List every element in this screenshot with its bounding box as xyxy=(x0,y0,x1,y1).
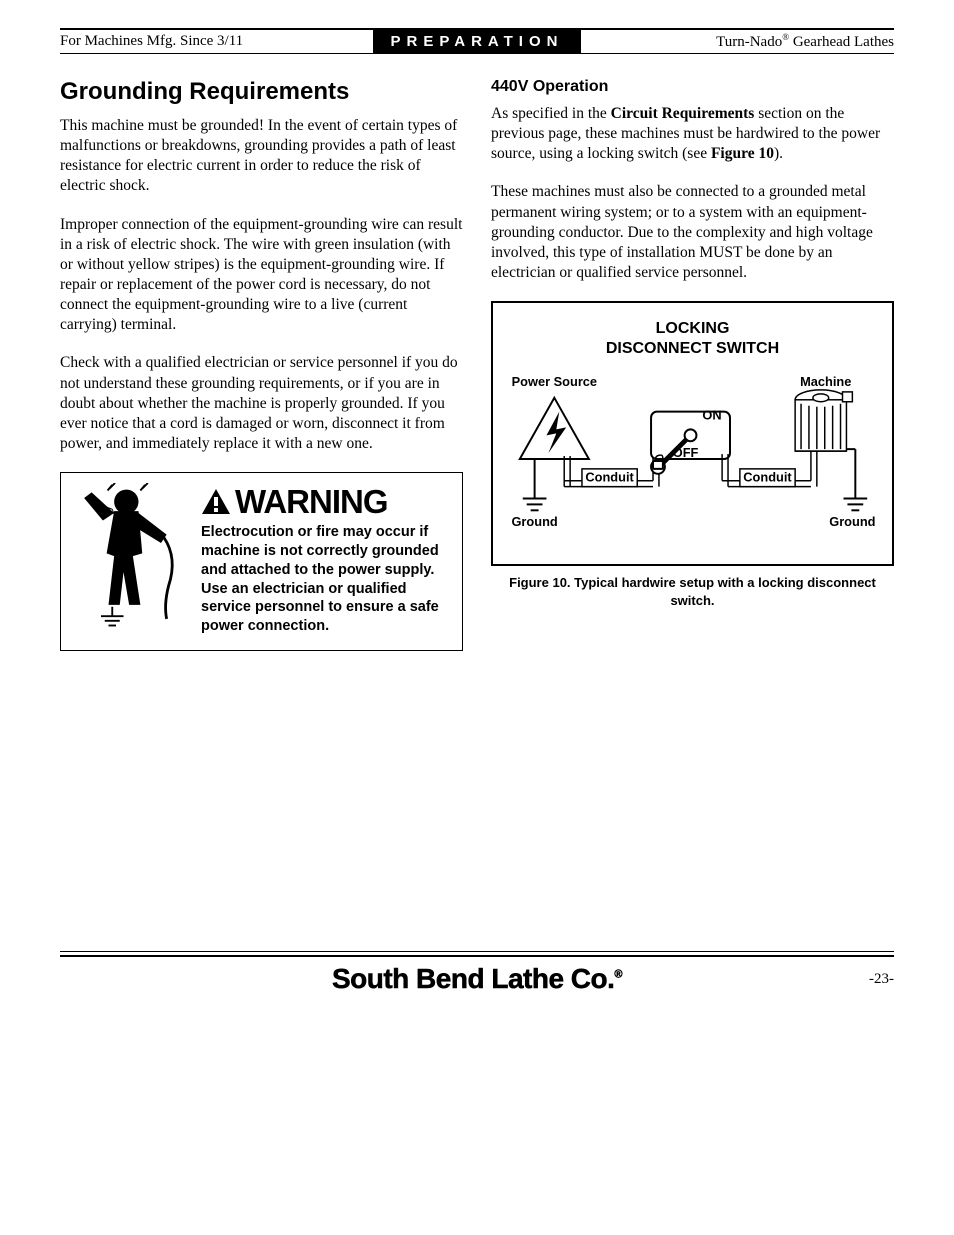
text-bold: Figure 10 xyxy=(711,145,774,162)
diagram-label: Ground xyxy=(829,514,875,529)
body-paragraph: These machines must also be connected to… xyxy=(491,182,894,283)
diagram-title-line: DISCONNECT SWITCH xyxy=(606,340,779,357)
page-header: For Machines Mfg. Since 3/11 PREPARATION… xyxy=(60,28,894,54)
diagram-label: Ground xyxy=(511,514,557,529)
footer-logo: South Bend Lathe Co.® xyxy=(332,963,622,995)
diagram-title-line: LOCKING xyxy=(656,320,730,337)
wiring-diagram: Power Source Ground xyxy=(505,369,880,549)
text-bold: Circuit Requirements xyxy=(611,105,755,122)
body-paragraph: As specified in the Circuit Requirements… xyxy=(491,104,894,164)
body-paragraph: Check with a qualified electrician or se… xyxy=(60,353,463,454)
warning-text-column: WARNING Electrocution or fire may occur … xyxy=(201,483,450,636)
warning-title-text: WARNING xyxy=(235,483,388,521)
text-run: As specified in the xyxy=(491,105,611,122)
header-right-suffix: Gearhead Lathes xyxy=(789,34,894,50)
body-paragraph: This machine must be grounded! In the ev… xyxy=(60,116,463,197)
electrocution-icon xyxy=(71,483,191,638)
text-run: ). xyxy=(774,145,783,162)
warning-title-row: WARNING xyxy=(201,483,450,521)
footer-rule xyxy=(60,951,894,957)
content-columns: Grounding Requirements This machine must… xyxy=(60,78,894,651)
diagram-label: Conduit xyxy=(585,470,634,485)
body-paragraph: Improper connection of the equipment-gro… xyxy=(60,215,463,336)
page-footer: South Bend Lathe Co.® -23- xyxy=(60,951,894,995)
diagram-label: Power Source xyxy=(512,374,597,389)
diagram-label: ON xyxy=(702,408,721,423)
footer-logo-text: South Bend Lathe Co. xyxy=(332,963,614,994)
diagram-label: Conduit xyxy=(743,470,792,485)
diagram-label: OFF xyxy=(673,445,699,460)
subheading: 440V Operation xyxy=(491,78,894,96)
section-title: Grounding Requirements xyxy=(60,78,463,106)
diagram-box: LOCKING DISCONNECT SWITCH Power Source xyxy=(491,301,894,566)
page-number: -23- xyxy=(869,971,894,988)
registered-icon: ® xyxy=(614,969,622,981)
footer-row: South Bend Lathe Co.® -23- xyxy=(60,963,894,995)
warning-triangle-icon xyxy=(201,488,231,516)
warning-box: WARNING Electrocution or fire may occur … xyxy=(60,472,463,651)
header-left: For Machines Mfg. Since 3/11 xyxy=(60,33,373,50)
right-column: 440V Operation As specified in the Circu… xyxy=(491,78,894,651)
header-section-badge: PREPARATION xyxy=(373,29,582,54)
header-right: Turn-Nado® Gearhead Lathes xyxy=(581,32,894,51)
diagram-title: LOCKING DISCONNECT SWITCH xyxy=(505,319,880,359)
header-right-prefix: Turn-Nado xyxy=(716,34,782,50)
diagram-caption: Figure 10. Typical hardwire setup with a… xyxy=(491,574,894,609)
warning-body: Electrocution or fire may occur if machi… xyxy=(201,523,450,636)
left-column: Grounding Requirements This machine must… xyxy=(60,78,463,651)
diagram-label: Machine xyxy=(800,374,851,389)
